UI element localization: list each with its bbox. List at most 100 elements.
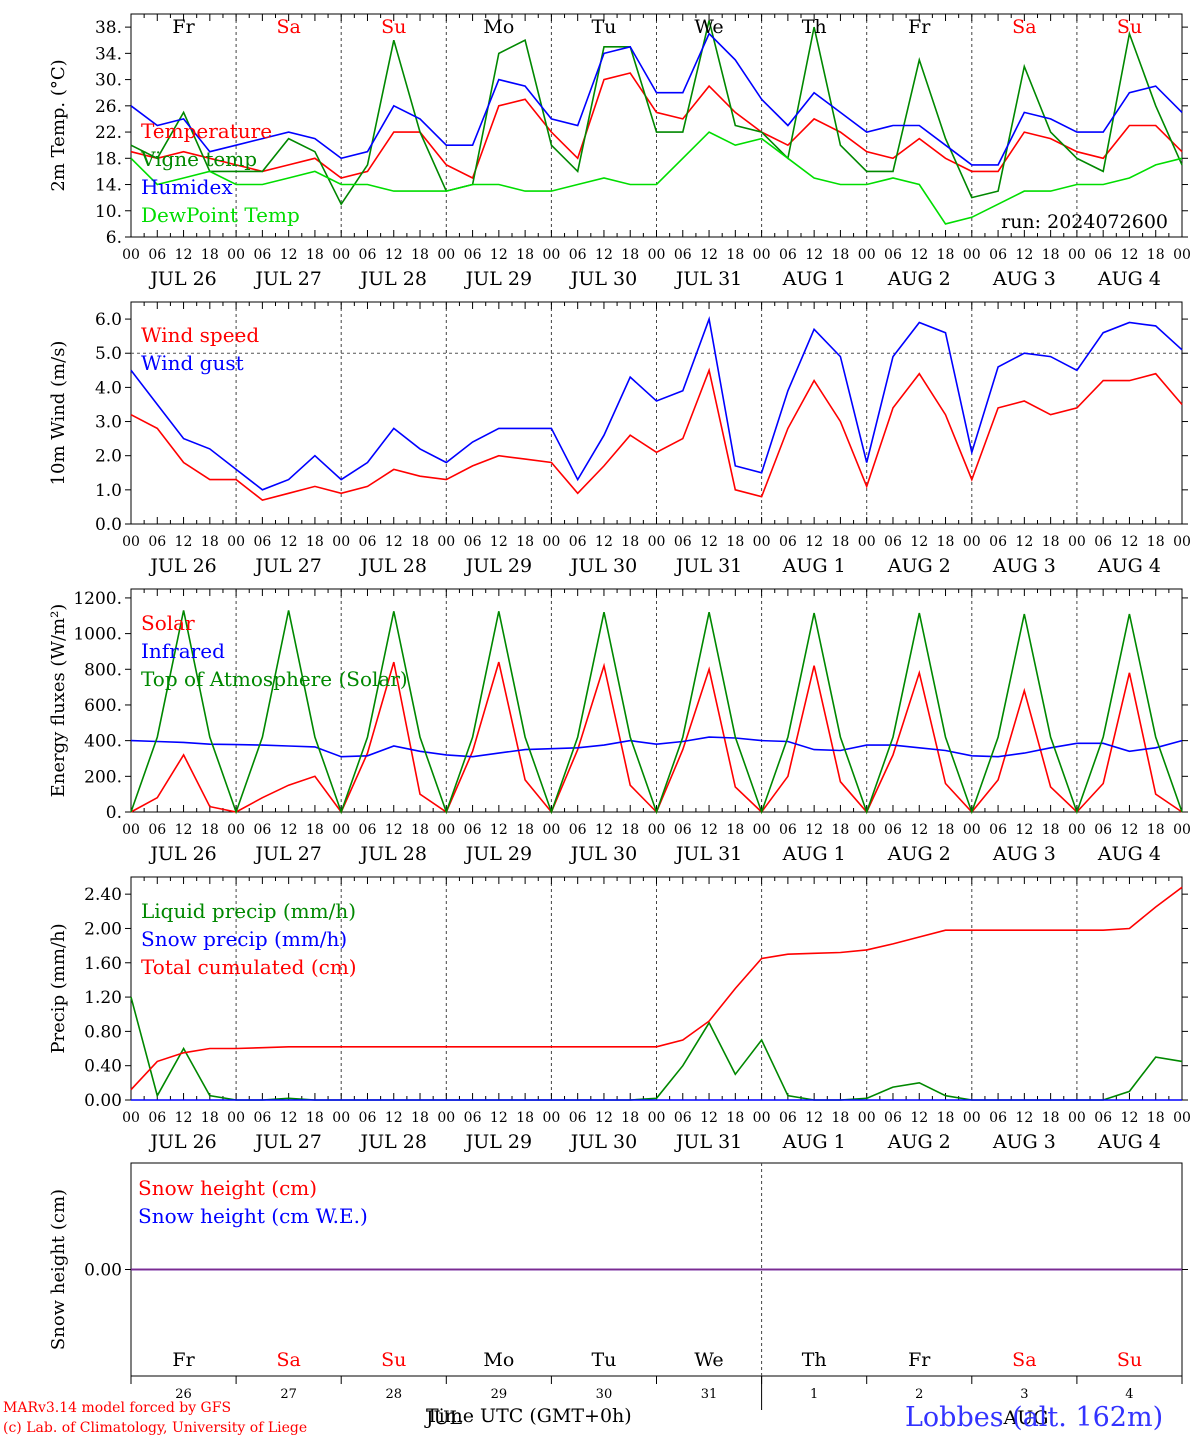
y-tick-label: 6.0	[95, 310, 122, 330]
hour-label: 00	[1068, 1110, 1086, 1126]
date-label: JUL 31	[674, 268, 742, 290]
hour-label: 06	[148, 1110, 166, 1126]
station-name: Lobbes (alt. 162m)	[905, 1402, 1164, 1433]
y-tick-label: 1200.	[73, 589, 122, 609]
weekday-label: Fr	[172, 1349, 195, 1371]
series-line	[130, 367, 1183, 501]
hour-label: 00	[332, 534, 350, 550]
hour-label: 00	[963, 1110, 981, 1126]
hour-label: 00	[227, 247, 245, 263]
hour-label: 12	[175, 822, 193, 838]
hour-label: 00	[1173, 247, 1191, 263]
y-tick-label: 1.0	[95, 481, 122, 501]
hour-label: 00	[437, 534, 455, 550]
hour-label: 18	[411, 534, 429, 550]
weekday-label: Su	[1117, 16, 1142, 38]
hour-label: 06	[989, 247, 1007, 263]
y-tick-label: 22.	[95, 123, 122, 143]
hour-label: 12	[385, 247, 403, 263]
y-tick-label: 200.	[84, 767, 122, 787]
hour-label: 06	[1094, 1110, 1112, 1126]
y-tick-label: 0.0	[95, 515, 122, 535]
hour-label: 00	[332, 1110, 350, 1126]
y-tick-label: 30.	[95, 71, 122, 91]
weekday-label: Th	[802, 1349, 827, 1371]
hour-label: 12	[700, 822, 718, 838]
hour-label: 06	[464, 1110, 482, 1126]
y-tick-label: 2.0	[95, 447, 122, 467]
hour-label: 18	[201, 247, 219, 263]
y-axis-title: Snow height (cm)	[48, 1189, 69, 1350]
y-tick-label: 0.00	[84, 1091, 122, 1111]
weekday-label: Fr	[172, 16, 195, 38]
hour-label: 00	[753, 247, 771, 263]
y-tick-label: 600.	[84, 696, 122, 716]
hour-label: 12	[910, 1110, 928, 1126]
hour-label: 06	[359, 822, 377, 838]
date-label: JUL 29	[464, 843, 532, 865]
date-label: JUL 28	[359, 1131, 427, 1153]
hour-label: 00	[753, 822, 771, 838]
hour-label: 06	[569, 534, 587, 550]
y-tick-label: 400.	[84, 732, 122, 752]
hour-label: 18	[621, 534, 639, 550]
hour-label: 12	[1015, 1110, 1033, 1126]
hour-label: 06	[779, 247, 797, 263]
date-label: AUG 3	[992, 843, 1056, 865]
hour-label: 06	[884, 247, 902, 263]
hour-label: 18	[1147, 247, 1165, 263]
month-label: AUG	[1003, 1407, 1049, 1429]
series-line	[130, 20, 1183, 206]
hour-label: 12	[1015, 534, 1033, 550]
day-number-label: 31	[701, 1387, 718, 1402]
hour-label: 12	[1121, 247, 1139, 263]
y-tick-label: 2.40	[84, 885, 122, 905]
hour-label: 06	[464, 822, 482, 838]
hour-label: 18	[1147, 1110, 1165, 1126]
hour-label: 18	[411, 247, 429, 263]
day-number-label: 4	[1125, 1387, 1133, 1402]
series-line	[130, 996, 1183, 1101]
hour-label: 00	[437, 822, 455, 838]
date-label: JUL 28	[359, 268, 427, 290]
hour-label: 12	[805, 247, 823, 263]
legend-entry: DewPoint Temp	[141, 203, 300, 227]
series-line	[130, 736, 1183, 758]
y-axis-title: 2m Temp. (°C)	[48, 59, 69, 191]
y-tick-label: 6.	[106, 228, 122, 248]
hour-label: 18	[516, 1110, 534, 1126]
hour-label: 12	[910, 534, 928, 550]
date-label: AUG 1	[782, 555, 846, 577]
weekday-label: Su	[381, 1349, 406, 1371]
date-label: JUL 26	[148, 843, 216, 865]
hour-label: 12	[490, 822, 508, 838]
y-tick-label: 26.	[95, 97, 122, 117]
day-number-label: 3	[1020, 1387, 1028, 1402]
date-label: AUG 1	[782, 268, 846, 290]
hour-label: 18	[411, 1110, 429, 1126]
hour-label: 06	[148, 247, 166, 263]
weekday-label: We	[694, 16, 723, 38]
series-line	[130, 32, 1183, 166]
date-label: AUG 2	[887, 1131, 951, 1153]
date-label: JUL 26	[148, 268, 216, 290]
hour-label: 18	[726, 1110, 744, 1126]
hour-label: 00	[963, 534, 981, 550]
hour-label: 00	[753, 1110, 771, 1126]
y-tick-label: 4.0	[95, 378, 122, 398]
weekday-label: Mo	[483, 1349, 514, 1371]
date-label: JUL 31	[674, 1131, 742, 1153]
hour-label: 18	[1042, 534, 1060, 550]
date-label: JUL 30	[569, 268, 637, 290]
series-line	[130, 610, 1183, 815]
hour-label: 12	[700, 534, 718, 550]
date-label: AUG 1	[782, 843, 846, 865]
date-label: AUG 2	[887, 268, 951, 290]
date-label: JUL 28	[359, 555, 427, 577]
hour-label: 18	[726, 534, 744, 550]
hour-label: 06	[779, 1110, 797, 1126]
weekday-label: Mo	[483, 16, 514, 38]
weekday-label: Sa	[1012, 16, 1036, 38]
legend-entry: Wind speed	[141, 323, 259, 347]
